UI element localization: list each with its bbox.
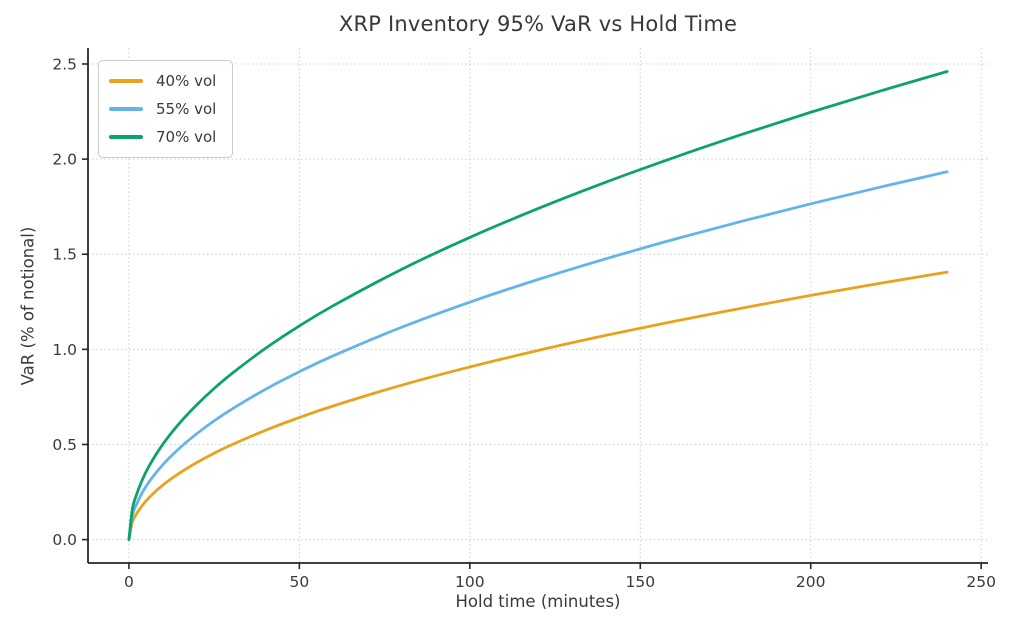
series-line-70-vol <box>127 70 949 541</box>
y-axis-label: VaR (% of notional) <box>18 226 38 386</box>
series-line-40-vol <box>127 270 949 541</box>
x-axis-label: Hold time (minutes) <box>455 592 621 611</box>
legend-line-swatch-40-vol <box>109 79 143 83</box>
legend-line-swatch-70-vol <box>109 135 143 139</box>
legend-label-70-vol: 70% vol <box>156 127 217 146</box>
y-tick-label: 2.0 <box>52 151 77 169</box>
x-tick-label: 50 <box>289 573 309 591</box>
x-tick-label: 150 <box>625 573 655 591</box>
y-tick-label: 2.5 <box>52 55 77 73</box>
legend-item-55-vol: 55% vol <box>109 97 216 121</box>
y-tick-label: 0.0 <box>52 531 77 549</box>
y-tick-label: 1.0 <box>52 341 77 359</box>
y-tick-label: 1.5 <box>52 246 77 264</box>
x-tick-label: 100 <box>455 573 485 591</box>
series-line-55-vol <box>127 170 949 541</box>
legend-label-55-vol: 55% vol <box>156 99 217 118</box>
legend-item-40-vol: 40% vol <box>109 69 216 93</box>
legend-label-40-vol: 40% vol <box>156 71 217 90</box>
x-tick-label: 200 <box>796 573 826 591</box>
chart-title: XRP Inventory 95% VaR vs Hold Time <box>338 12 738 36</box>
x-tick-label: 0 <box>124 573 134 591</box>
legend-line-swatch-55-vol <box>109 107 143 111</box>
legend-item-70-vol: 70% vol <box>109 125 216 149</box>
legend: 40% vol 55% vol 70% vol <box>98 60 234 158</box>
y-tick-label: 0.5 <box>52 436 77 454</box>
x-tick-label: 250 <box>966 573 996 591</box>
